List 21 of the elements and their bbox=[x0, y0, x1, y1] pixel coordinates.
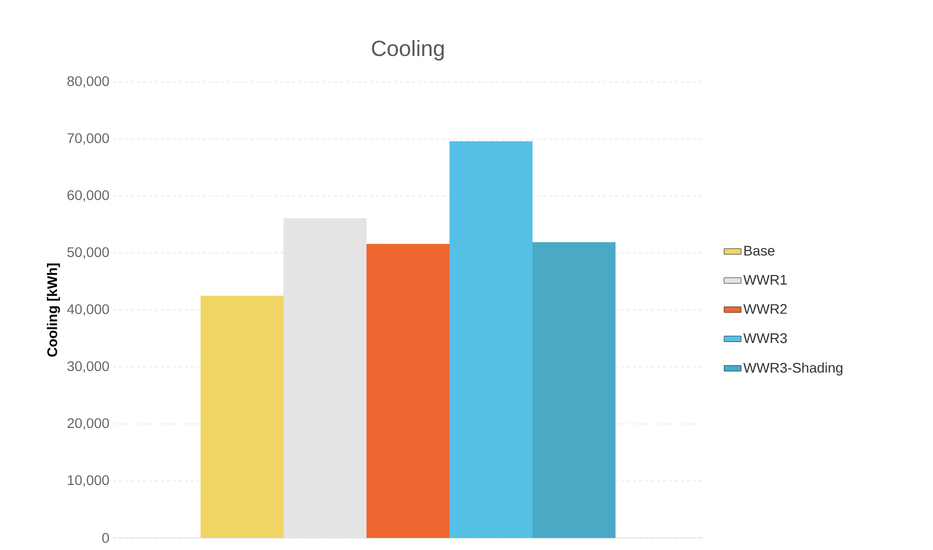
y-tick-label: 0 bbox=[102, 533, 109, 543]
bar bbox=[450, 141, 533, 538]
bar bbox=[532, 242, 616, 538]
y-tick-label: 40,000 bbox=[67, 304, 109, 316]
chart-title: Cooling bbox=[372, 40, 444, 60]
y-tick-label: 10,000 bbox=[68, 475, 109, 487]
legend-label: WWR3-Shading bbox=[743, 362, 842, 376]
y-tick-label: 80,000 bbox=[67, 76, 109, 88]
y-tick-label: 30,000 bbox=[67, 361, 109, 373]
bar bbox=[284, 218, 367, 538]
y-tick-label: 20,000 bbox=[68, 418, 109, 430]
y-tick-label: 60,000 bbox=[68, 190, 109, 202]
legend-label: WWR2 bbox=[743, 304, 787, 314]
legend-label: WWR3 bbox=[743, 333, 787, 344]
bar bbox=[200, 296, 284, 538]
legend-label: WWR1 bbox=[743, 274, 787, 285]
y-axis-title: Cooling [kWh] bbox=[46, 264, 60, 357]
y-tick-label: 50,000 bbox=[67, 247, 109, 259]
bar bbox=[366, 244, 450, 538]
y-tick-label: 70,000 bbox=[68, 133, 109, 145]
legend-label: Base bbox=[744, 246, 774, 256]
